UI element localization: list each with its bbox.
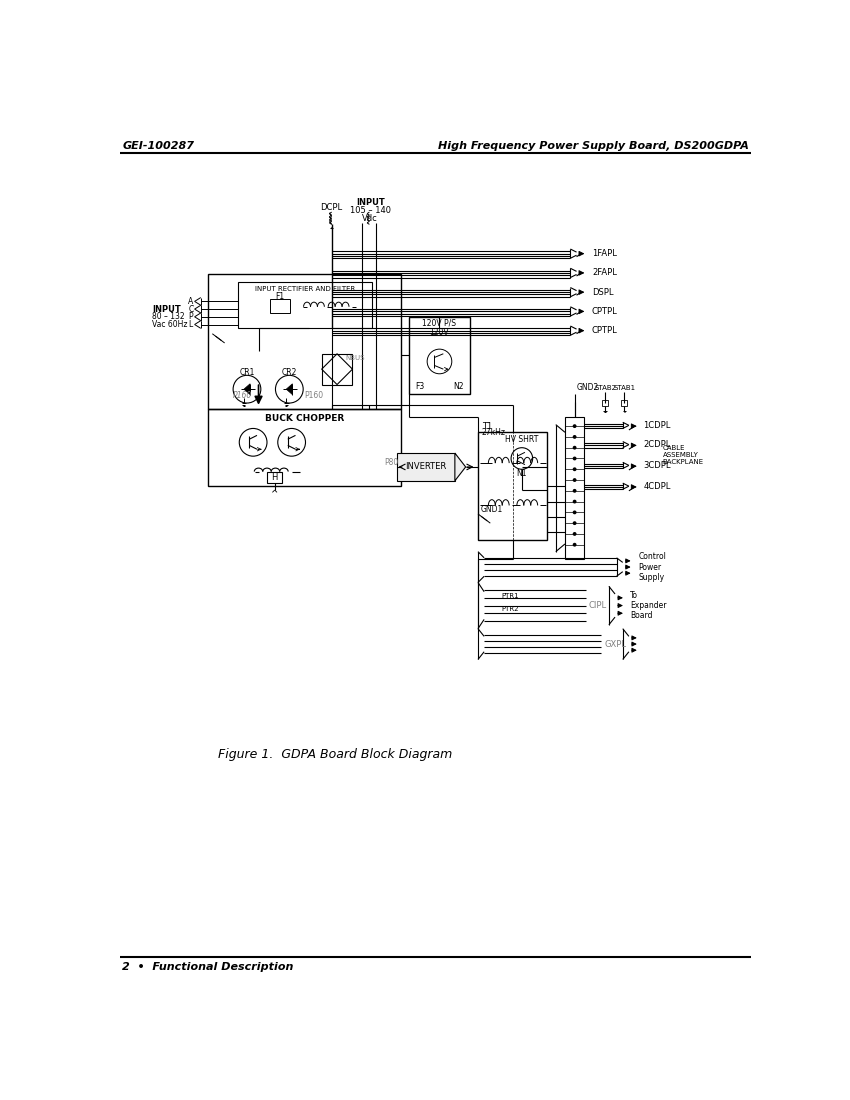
Text: Control
Power
Supply: Control Power Supply	[638, 552, 666, 582]
Text: P160: P160	[304, 390, 324, 399]
Text: INPUT: INPUT	[152, 305, 181, 314]
Text: GXPL: GXPL	[604, 639, 626, 649]
Text: GND2: GND2	[576, 383, 598, 392]
Bar	[478, 432, 547, 540]
Circle shape	[573, 499, 576, 504]
Bar	[397, 453, 455, 481]
Text: CIPL: CIPL	[589, 601, 607, 610]
Text: 3CDPL: 3CDPL	[643, 461, 671, 470]
Text: 80 – 132: 80 – 132	[152, 312, 185, 321]
Circle shape	[573, 521, 576, 525]
Text: 1CDPL: 1CDPL	[643, 421, 671, 430]
Circle shape	[573, 488, 576, 493]
Text: STAB2: STAB2	[594, 385, 616, 390]
Bar	[409, 317, 470, 394]
Text: INPUT: INPUT	[356, 198, 384, 207]
Bar	[270, 299, 290, 312]
Text: P80: P80	[384, 458, 398, 466]
Text: T1: T1	[482, 421, 492, 430]
Text: P160: P160	[233, 390, 252, 399]
Text: Vdc: Vdc	[362, 213, 378, 222]
Text: 2  •  Functional Description: 2 • Functional Description	[122, 961, 293, 971]
Text: BUCK CHOPPER: BUCK CHOPPER	[265, 414, 344, 422]
Bar	[621, 400, 627, 406]
Text: INVERTER: INVERTER	[405, 462, 446, 472]
Text: CABLE
ASSEMBLY
BACKPLANE: CABLE ASSEMBLY BACKPLANE	[663, 446, 704, 465]
Circle shape	[573, 542, 576, 547]
Circle shape	[573, 510, 576, 515]
Text: HV SHRT: HV SHRT	[505, 436, 539, 444]
Polygon shape	[455, 453, 466, 481]
Bar	[208, 409, 401, 486]
Bar	[565, 417, 584, 559]
Text: F1: F1	[275, 292, 285, 300]
Circle shape	[573, 456, 576, 461]
Text: STAB1: STAB1	[613, 385, 635, 390]
Bar	[321, 354, 353, 385]
Text: GND1: GND1	[481, 505, 503, 514]
Bar	[602, 400, 608, 406]
Text: A: A	[188, 297, 194, 306]
Bar	[267, 472, 282, 483]
Circle shape	[573, 425, 576, 428]
Text: DSPL: DSPL	[592, 288, 614, 297]
Text: F3: F3	[415, 382, 424, 390]
Text: C: C	[188, 305, 194, 314]
Text: PTR1: PTR1	[501, 593, 518, 600]
Circle shape	[573, 468, 576, 471]
Circle shape	[573, 446, 576, 450]
Text: CR1: CR1	[240, 367, 255, 376]
Text: CR2: CR2	[281, 367, 297, 376]
Text: 27kHz: 27kHz	[482, 428, 506, 437]
Bar	[238, 282, 372, 328]
Circle shape	[573, 434, 576, 439]
Text: N2: N2	[454, 382, 464, 390]
Text: DCPL: DCPL	[320, 204, 343, 212]
Text: P: P	[189, 312, 193, 321]
Text: To
Expander
Board: To Expander Board	[631, 591, 667, 620]
Text: 120V: 120V	[429, 328, 450, 337]
Text: Vac 60Hz: Vac 60Hz	[152, 320, 188, 329]
Circle shape	[573, 532, 576, 536]
Text: H: H	[271, 473, 278, 482]
Polygon shape	[244, 384, 250, 395]
Text: 1FAPL: 1FAPL	[592, 250, 617, 258]
Bar	[208, 274, 401, 409]
Text: 2CDPL: 2CDPL	[643, 440, 671, 449]
Text: GEI-100287: GEI-100287	[122, 141, 195, 151]
Text: Figure 1.  GDPA Board Block Diagram: Figure 1. GDPA Board Block Diagram	[218, 748, 453, 761]
Polygon shape	[286, 384, 292, 395]
Text: INPUT RECTIFIER AND FILTER: INPUT RECTIFIER AND FILTER	[255, 286, 355, 293]
Text: PTR2: PTR2	[501, 606, 518, 613]
Text: 2FAPL: 2FAPL	[592, 268, 617, 277]
Text: High Frequency Power Supply Board, DS200GDPA: High Frequency Power Supply Board, DS200…	[438, 141, 749, 151]
Text: 105 – 140: 105 – 140	[349, 206, 391, 214]
Text: 120V P/S: 120V P/S	[422, 319, 456, 328]
Text: CPTPL: CPTPL	[592, 327, 618, 336]
Text: CPTPL: CPTPL	[592, 307, 618, 316]
Text: L: L	[189, 320, 193, 329]
Text: 4CDPL: 4CDPL	[643, 482, 671, 491]
Circle shape	[573, 478, 576, 482]
Text: NBUS: NBUS	[346, 355, 365, 362]
Text: N1: N1	[517, 470, 527, 478]
